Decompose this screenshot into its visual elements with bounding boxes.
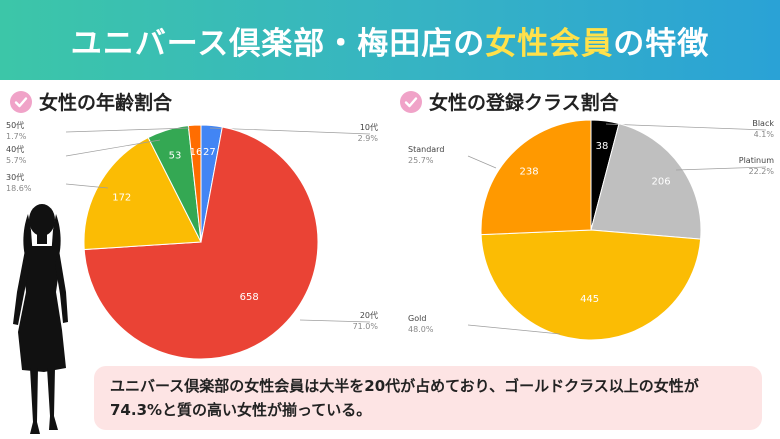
pie-slice — [480, 229, 702, 341]
slice-label: 10代 — [360, 122, 378, 132]
leader-line — [467, 324, 561, 335]
age-chart-heading: 女性の年齢割合 — [10, 88, 172, 115]
slice-percent: 4.1% — [754, 130, 775, 139]
slice-label: Platinum — [739, 156, 774, 165]
leader-line — [65, 127, 191, 133]
leader-line — [675, 166, 767, 171]
slice-percent: 22.2% — [749, 167, 775, 176]
slice-label: 20代 — [360, 310, 378, 320]
leader-line — [467, 155, 497, 169]
data-label: 38 — [596, 141, 609, 152]
data-label: 206 — [652, 176, 671, 187]
page-title-highlight: 女性会員 — [485, 25, 614, 62]
check-circle-icon — [400, 90, 422, 113]
data-label: 172 — [112, 193, 131, 204]
check-circle-icon — [10, 90, 32, 113]
pie-slice — [83, 136, 202, 251]
data-label: 238 — [520, 167, 539, 178]
leader-line — [209, 127, 371, 135]
class-chart-title: 女性の登録クラス割合 — [429, 92, 619, 114]
data-label: 27 — [203, 147, 216, 158]
slice-percent: 48.0% — [408, 325, 434, 334]
summary-note: ユニバース倶楽部の女性会員は大半を20代が占めており、ゴールドクラス以上の女性が… — [94, 366, 762, 430]
woman-silhouette-icon — [13, 204, 68, 434]
class-chart-heading: 女性の登録クラス割合 — [400, 88, 619, 115]
slice-percent: 18.6% — [6, 184, 32, 193]
pie-slice — [480, 119, 592, 236]
leader-line — [65, 139, 161, 157]
slice-label: Gold — [408, 314, 426, 323]
slice-label: 30代 — [6, 172, 24, 182]
page-title-suffix: の特徴 — [613, 25, 710, 62]
slice-percent: 5.7% — [6, 156, 27, 165]
data-label: 16 — [190, 147, 203, 158]
data-label: 658 — [240, 292, 259, 303]
slice-label: 40代 — [6, 144, 24, 154]
pie-slice — [187, 124, 202, 243]
leader-line — [605, 123, 767, 131]
slice-label: Black — [752, 119, 774, 128]
pie-slice — [590, 123, 702, 240]
pie-slice — [83, 126, 319, 360]
slice-label: Standard — [408, 145, 444, 154]
data-label: 53 — [169, 151, 182, 162]
slice-percent: 25.7% — [408, 156, 434, 165]
leader-line — [65, 183, 109, 189]
header-banner: ユニバース倶楽部・梅田店の 女性会員 の特徴 — [0, 0, 780, 80]
slice-percent: 71.0% — [353, 322, 379, 331]
slice-percent: 1.7% — [6, 132, 27, 141]
age-chart-title: 女性の年齢割合 — [39, 92, 173, 114]
slice-label: 50代 — [6, 120, 24, 130]
slice-percent: 2.9% — [358, 134, 379, 143]
page-title-prefix: ユニバース倶楽部・梅田店の — [70, 25, 486, 62]
leader-line — [299, 319, 371, 323]
data-label: 445 — [580, 294, 599, 305]
page-title: ユニバース倶楽部・梅田店の 女性会員 の特徴 — [0, 0, 780, 80]
